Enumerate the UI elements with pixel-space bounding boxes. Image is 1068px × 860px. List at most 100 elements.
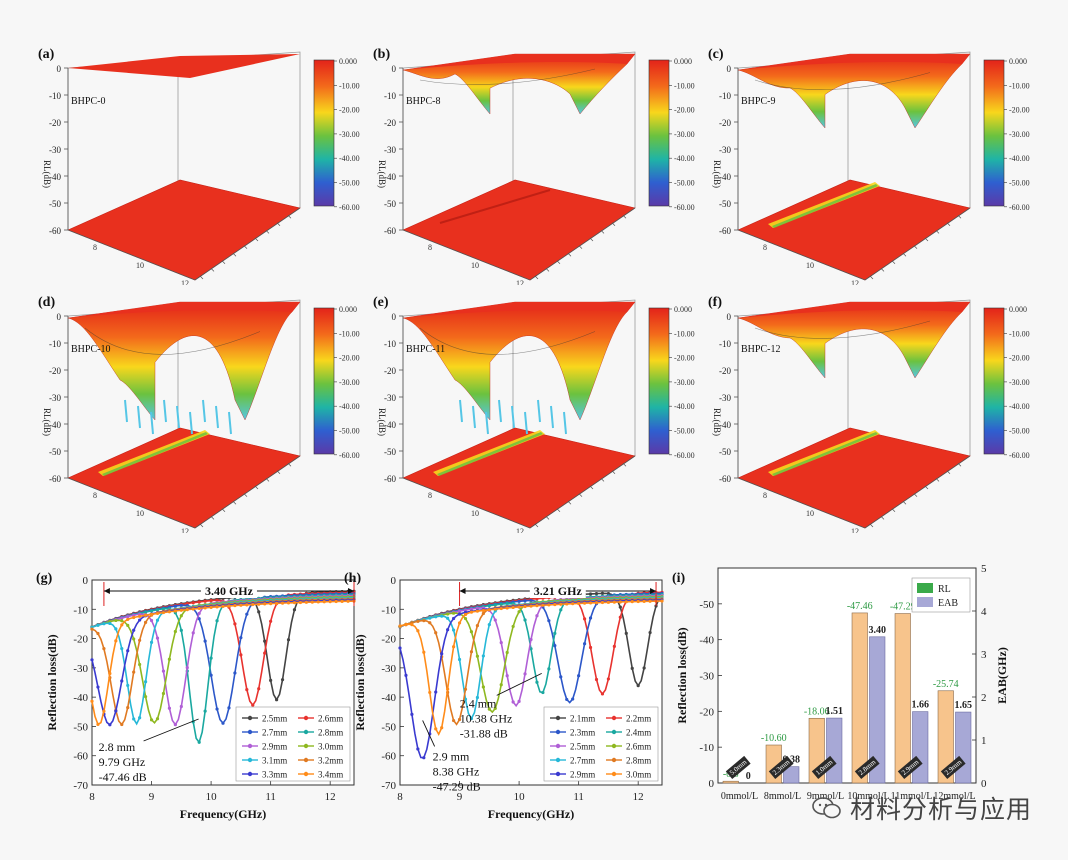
- series-marker: [523, 672, 527, 676]
- series-marker: [475, 624, 480, 628]
- z-tick-label: -20: [719, 366, 731, 376]
- y-right-tick-label: 0: [981, 778, 987, 790]
- series-marker: [257, 610, 261, 614]
- series-marker: [292, 608, 297, 612]
- rl-surface-spike: [550, 405, 554, 429]
- y-tick-label: -70: [381, 780, 396, 792]
- colorbar-tick-label: -30.00: [674, 130, 695, 139]
- rl-value-label: -47.46: [847, 601, 873, 612]
- panel-label: (g): [36, 571, 53, 586]
- series-marker: [304, 600, 308, 604]
- legend-label: 2.7mm: [262, 728, 287, 738]
- frequency-axis: [67, 477, 196, 529]
- y-left-tick-label: -50: [699, 599, 714, 611]
- series-marker: [209, 605, 213, 609]
- series-marker: [108, 621, 112, 626]
- rl-value-label: -18.06: [804, 706, 830, 717]
- series-marker: [469, 610, 474, 614]
- frequency-tick-label: 12: [516, 279, 524, 285]
- floor-projection: [402, 179, 636, 281]
- series-marker: [612, 600, 616, 604]
- surface-panel: (d)0 -10 -20 -30 -40 -50 -60 RL(dB) BHPC-10 12 10 8…: [38, 295, 360, 533]
- z-tick-label: -20: [384, 118, 396, 128]
- rl-surface-spike: [202, 399, 206, 423]
- colorbar-tick-label: -50.00: [339, 427, 360, 436]
- series-marker: [511, 605, 515, 610]
- x-category-label: 10mmol/L: [847, 791, 889, 802]
- legend-marker: [611, 715, 617, 721]
- legend-marker: [247, 757, 253, 763]
- legend-marker: [303, 771, 309, 777]
- series-marker: [481, 611, 485, 616]
- z-tick-label: 0: [57, 64, 62, 74]
- series-marker: [114, 627, 118, 631]
- series-marker: [149, 718, 154, 722]
- colorbar-tick-label: -60.00: [1009, 203, 1030, 212]
- series-marker: [102, 622, 106, 626]
- thickness-tick-mark: [924, 485, 929, 490]
- series-marker: [660, 599, 664, 603]
- x-axis-label: Frequency(GHz): [488, 807, 574, 821]
- series-marker: [132, 637, 136, 641]
- rl-surface-spike: [537, 399, 541, 423]
- colorbar-tick-label: -20.00: [674, 106, 695, 115]
- series-marker: [346, 599, 350, 603]
- series-marker: [197, 617, 201, 621]
- legend-label: 2.5mm: [262, 714, 287, 724]
- thickness-tick-mark: [913, 493, 918, 497]
- thickness-tick-mark: [869, 523, 874, 528]
- z-tick-label: -10: [49, 339, 61, 349]
- z-tick-label: -30: [719, 145, 731, 155]
- series-marker: [167, 610, 172, 614]
- series-marker: [90, 658, 94, 662]
- series-marker: [126, 649, 130, 653]
- x-category-label: 8mmol/L: [764, 791, 801, 802]
- colorbar-tick-label: -40.00: [339, 402, 360, 411]
- z-tick-label: -40: [384, 420, 396, 430]
- panel-label: (c): [708, 47, 724, 62]
- colorbar-tick-label: 0.000: [1009, 305, 1027, 314]
- colorbar-tick-label: -30.00: [674, 378, 695, 387]
- thickness-tick-mark: [578, 493, 583, 497]
- series-marker: [577, 601, 581, 606]
- legend-marker: [303, 729, 309, 735]
- legend-swatch-eab: [917, 597, 933, 607]
- series-marker: [203, 599, 207, 603]
- legend-marker: [303, 757, 309, 763]
- z-tick-label: -40: [49, 420, 61, 430]
- z-axis-label: RL(dB): [712, 160, 722, 188]
- series-marker: [529, 637, 533, 642]
- series-marker: [138, 662, 142, 667]
- thickness-tick-mark: [567, 252, 572, 257]
- series-marker: [428, 621, 432, 625]
- series-marker: [120, 623, 124, 627]
- legend-marker: [555, 715, 561, 721]
- z-tick-label: -10: [719, 339, 731, 349]
- series-marker: [179, 603, 183, 607]
- thickness-tick-mark: [611, 470, 616, 475]
- frequency-tick-label: 10: [806, 509, 814, 518]
- series-marker: [463, 616, 468, 621]
- series-marker: [499, 602, 503, 606]
- series-marker: [404, 673, 408, 677]
- thickness-tick-mark: [902, 500, 907, 505]
- legend-label: 3.2mm: [318, 756, 343, 766]
- thickness-tag-bg: [897, 755, 923, 780]
- frequency-axis: [67, 229, 196, 281]
- z-tick-label: -20: [49, 366, 61, 376]
- thickness-tick-mark: [210, 268, 215, 272]
- rl-surface: [402, 301, 636, 421]
- series-marker: [487, 707, 491, 711]
- rl-surface-top: [403, 54, 635, 70]
- series-marker: [263, 651, 267, 655]
- series-marker: [422, 650, 426, 654]
- thickness-axis: [194, 207, 301, 281]
- series-marker: [618, 600, 622, 604]
- frequency-tick-label: 10: [471, 509, 479, 518]
- z-tick-label: 0: [57, 312, 62, 322]
- series-marker: [257, 687, 261, 691]
- y-left-axis-label: Reflection loss(dB): [675, 627, 689, 723]
- series-marker: [280, 678, 285, 682]
- bandwidth-arrowhead: [103, 588, 110, 594]
- thickness-tick-mark: [600, 478, 605, 482]
